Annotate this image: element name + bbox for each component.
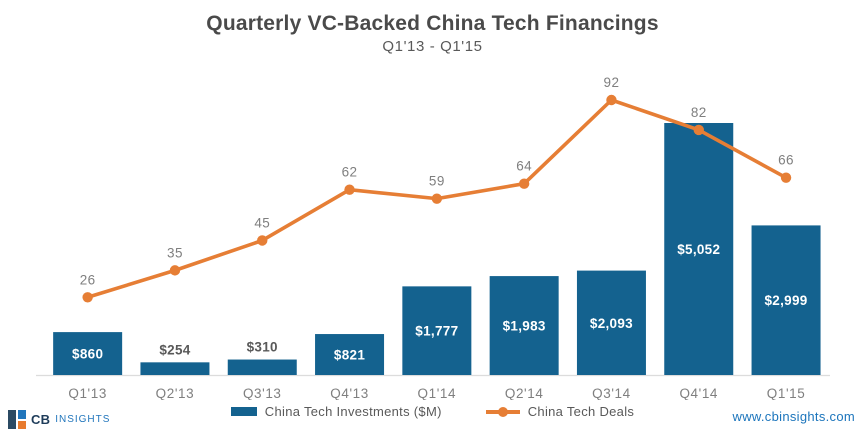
x-axis-label-Q1'15: Q1'15	[767, 386, 806, 400]
deals-value-label: 62	[342, 165, 358, 180]
deals-value-label: 64	[516, 159, 532, 174]
deals-point-marker	[82, 292, 93, 303]
deals-value-label: 82	[691, 105, 707, 120]
chart-subtitle: Q1'13 - Q1'15	[382, 38, 483, 55]
deals-value-label: 45	[254, 215, 270, 230]
bar-value-label: $1,983	[503, 319, 546, 334]
bar-Q4'13	[315, 334, 385, 375]
bar-value-label: $254	[159, 342, 190, 357]
bar-series-swatch-icon	[230, 407, 257, 416]
bar-Q1'15	[751, 225, 821, 375]
line-swatch-marker	[497, 406, 508, 417]
deals-point-marker	[431, 193, 443, 204]
bar-Q4'14	[664, 123, 734, 375]
chart-canvas: $860 Q1'13 $254 Q2'13 $310 Q3'13 $821 Q4'13 $1,7…	[36, 75, 830, 400]
x-axis-label-Q2'13: Q2'13	[156, 386, 195, 400]
deals-value-label: 92	[604, 75, 620, 90]
cbinsights-logo: CB INSIGHTS	[8, 410, 110, 429]
deals-value-label: 35	[167, 245, 183, 260]
cbinsights-logo-icon	[8, 410, 27, 429]
line-series-swatch-icon	[485, 406, 520, 417]
deals-point-marker	[693, 124, 704, 136]
deals-value-label: 26	[80, 272, 96, 287]
legend-label-investments: China Tech Investments ($M)	[264, 404, 442, 419]
bar-Q3'13	[227, 359, 297, 375]
x-axis-label-Q2'14: Q2'14	[505, 386, 544, 400]
chart-title: Quarterly VC-Backed China Tech Financing…	[206, 12, 659, 35]
chart-legend: China Tech Investments ($M) China Tech D…	[0, 404, 865, 419]
legend-label-deals: China Tech Deals	[527, 404, 635, 419]
bar-value-label: $2,093	[590, 316, 633, 331]
x-axis-label-Q4'14: Q4'14	[679, 386, 718, 400]
bar-value-label: $5,052	[677, 242, 720, 257]
bar-Q2'14	[489, 276, 559, 375]
bar-value-label: $1,777	[415, 324, 458, 339]
bar-Q1'14	[402, 286, 472, 375]
logo-text-cb: CB	[31, 412, 51, 427]
legend-item-deals: China Tech Deals	[485, 404, 635, 419]
bar-value-label: $2,999	[765, 293, 808, 308]
deals-point-marker	[169, 265, 181, 276]
bar-value-label: $310	[247, 340, 278, 355]
bar-value-label: $860	[72, 347, 103, 362]
deals-value-label: 66	[778, 153, 794, 168]
deals-point-marker	[606, 94, 617, 106]
deals-point-marker	[780, 172, 792, 183]
deals-point-marker	[518, 178, 530, 189]
deals-value-label: 59	[429, 174, 445, 189]
cbinsights-url-link[interactable]: www.cbinsights.com	[732, 409, 855, 424]
bar-Q3'14	[576, 270, 646, 375]
deals-point-marker	[257, 235, 268, 246]
legend-item-investments: China Tech Investments ($M)	[230, 404, 442, 419]
x-axis-label-Q3'14: Q3'14	[592, 386, 631, 400]
logo-text-insights: INSIGHTS	[55, 414, 111, 425]
deals-point-marker	[344, 184, 355, 195]
x-axis-label-Q4'13: Q4'13	[330, 386, 369, 400]
x-axis-label-Q1'13: Q1'13	[68, 386, 107, 400]
bar-value-label: $821	[334, 348, 365, 363]
bar-Q2'13	[140, 362, 210, 375]
x-axis-label-Q3'13: Q3'13	[243, 386, 282, 400]
x-axis-label-Q1'14: Q1'14	[418, 386, 457, 400]
bar-Q1'13	[53, 332, 123, 375]
